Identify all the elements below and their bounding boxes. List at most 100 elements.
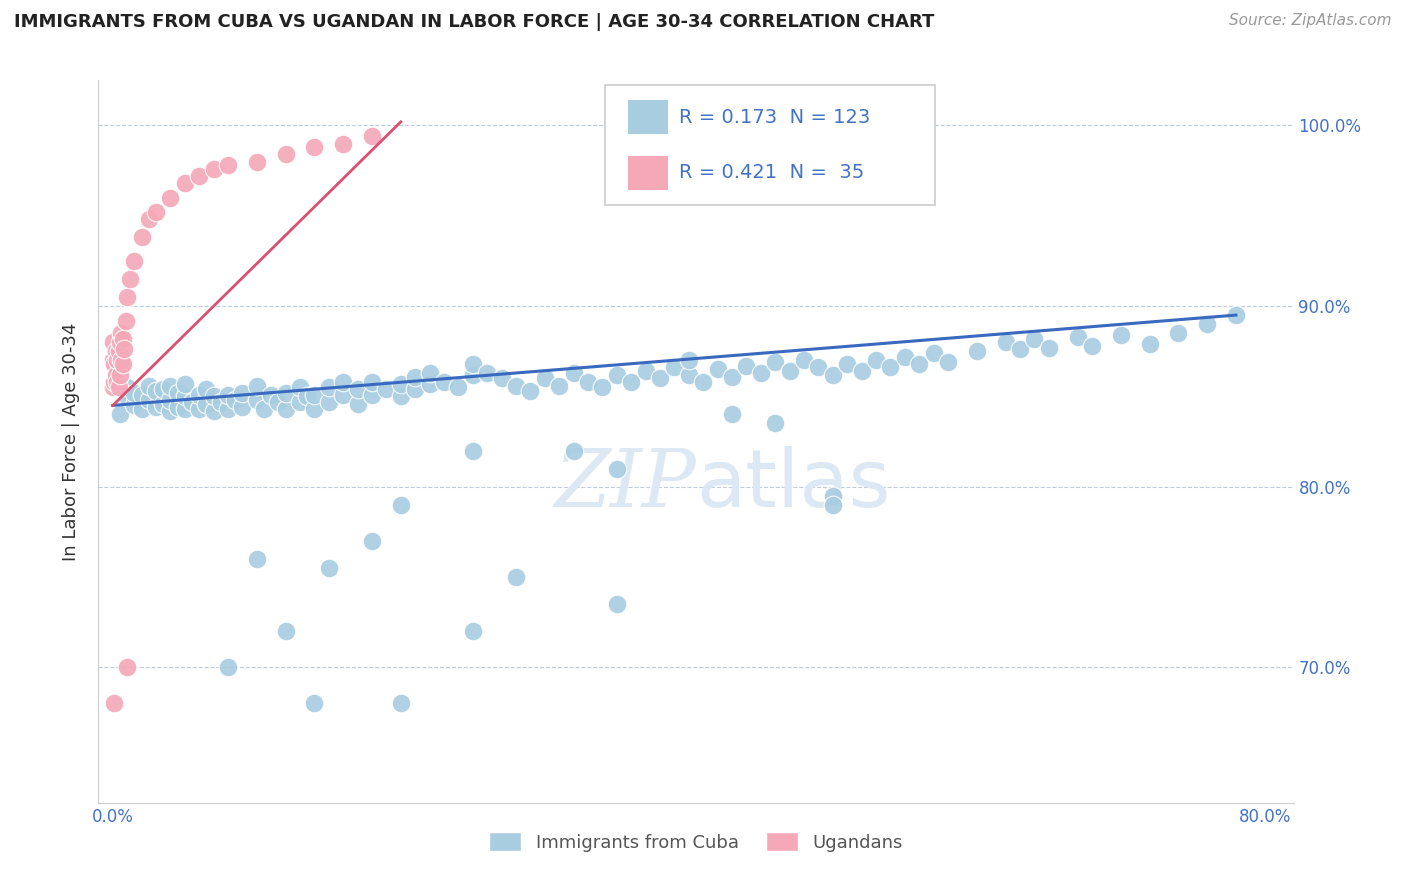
Point [389,498,412,512]
Point [145,205,167,219]
Point [821,489,844,503]
Point [346,396,368,410]
Point [105,353,128,368]
Point [124,385,146,400]
Point [246,392,269,407]
Point [145,401,167,415]
Point [505,570,527,584]
Point [1225,308,1247,322]
Point [181,394,204,409]
Point [318,561,340,575]
Point [166,385,188,400]
Point [419,366,441,380]
Text: R = 0.173  N = 123: R = 0.173 N = 123 [679,108,870,127]
Text: ZIP: ZIP [554,446,696,524]
Point [634,364,657,378]
Point [304,140,326,154]
Point [101,335,124,350]
Point [104,368,127,382]
Point [217,402,239,417]
Point [361,129,384,144]
Point [361,375,384,389]
Point [606,368,628,382]
Point [131,230,153,244]
Point [152,396,174,410]
Point [253,402,276,417]
Point [159,191,181,205]
Point [274,385,297,400]
Point [1038,341,1060,355]
Point [879,360,901,375]
Point [1024,332,1046,346]
Point [1066,330,1088,344]
Point [519,384,541,398]
Point [166,401,188,415]
Point [173,402,195,417]
Point [115,389,138,403]
Point [131,402,153,417]
Point [837,357,859,371]
Point [346,382,368,396]
Point [807,360,830,375]
Point [138,212,160,227]
Point [304,697,326,711]
Point [304,402,326,417]
Point [274,624,297,639]
Point [138,392,160,407]
Point [620,375,643,389]
Point [260,387,283,401]
Point [606,461,628,475]
Point [115,380,138,394]
Point [173,176,195,190]
Point [195,396,218,410]
Point [108,368,131,382]
Point [721,408,744,422]
Point [678,353,700,368]
Point [209,394,232,409]
Point [114,313,136,327]
Point [404,369,426,384]
Point [115,660,138,674]
Point [533,371,555,385]
Point [491,371,513,385]
Point [332,387,354,401]
Point [721,369,744,384]
Point [447,380,470,394]
Point [332,136,354,151]
Point [246,154,269,169]
Text: Source: ZipAtlas.com: Source: ZipAtlas.com [1229,13,1392,29]
Point [1109,328,1132,343]
Point [217,660,239,674]
Text: R = 0.421  N =  35: R = 0.421 N = 35 [679,163,865,182]
Point [461,443,484,458]
Point [779,364,801,378]
Point [461,368,484,382]
Point [246,552,269,566]
Point [288,394,311,409]
Point [763,417,786,431]
Point [332,375,354,389]
Y-axis label: In Labor Force | Age 30-34: In Labor Force | Age 30-34 [62,322,80,561]
Point [101,380,124,394]
Legend: Immigrants from Cuba, Ugandans: Immigrants from Cuba, Ugandans [482,824,910,859]
Point [103,357,125,371]
Point [749,366,772,380]
Point [104,344,127,359]
Point [1167,326,1189,340]
Point [908,357,931,371]
Point [821,368,844,382]
Point [419,376,441,391]
Point [851,364,873,378]
Point [159,404,181,418]
Text: IMMIGRANTS FROM CUBA VS UGANDAN IN LABOR FORCE | AGE 30-34 CORRELATION CHART: IMMIGRANTS FROM CUBA VS UGANDAN IN LABOR… [14,13,935,31]
Point [548,378,571,392]
Point [173,376,195,391]
Point [966,344,988,359]
Point [477,366,499,380]
Point [131,387,153,401]
Point [231,401,253,415]
Point [678,368,700,382]
Point [389,376,412,391]
Point [562,366,585,380]
Point [893,350,915,364]
